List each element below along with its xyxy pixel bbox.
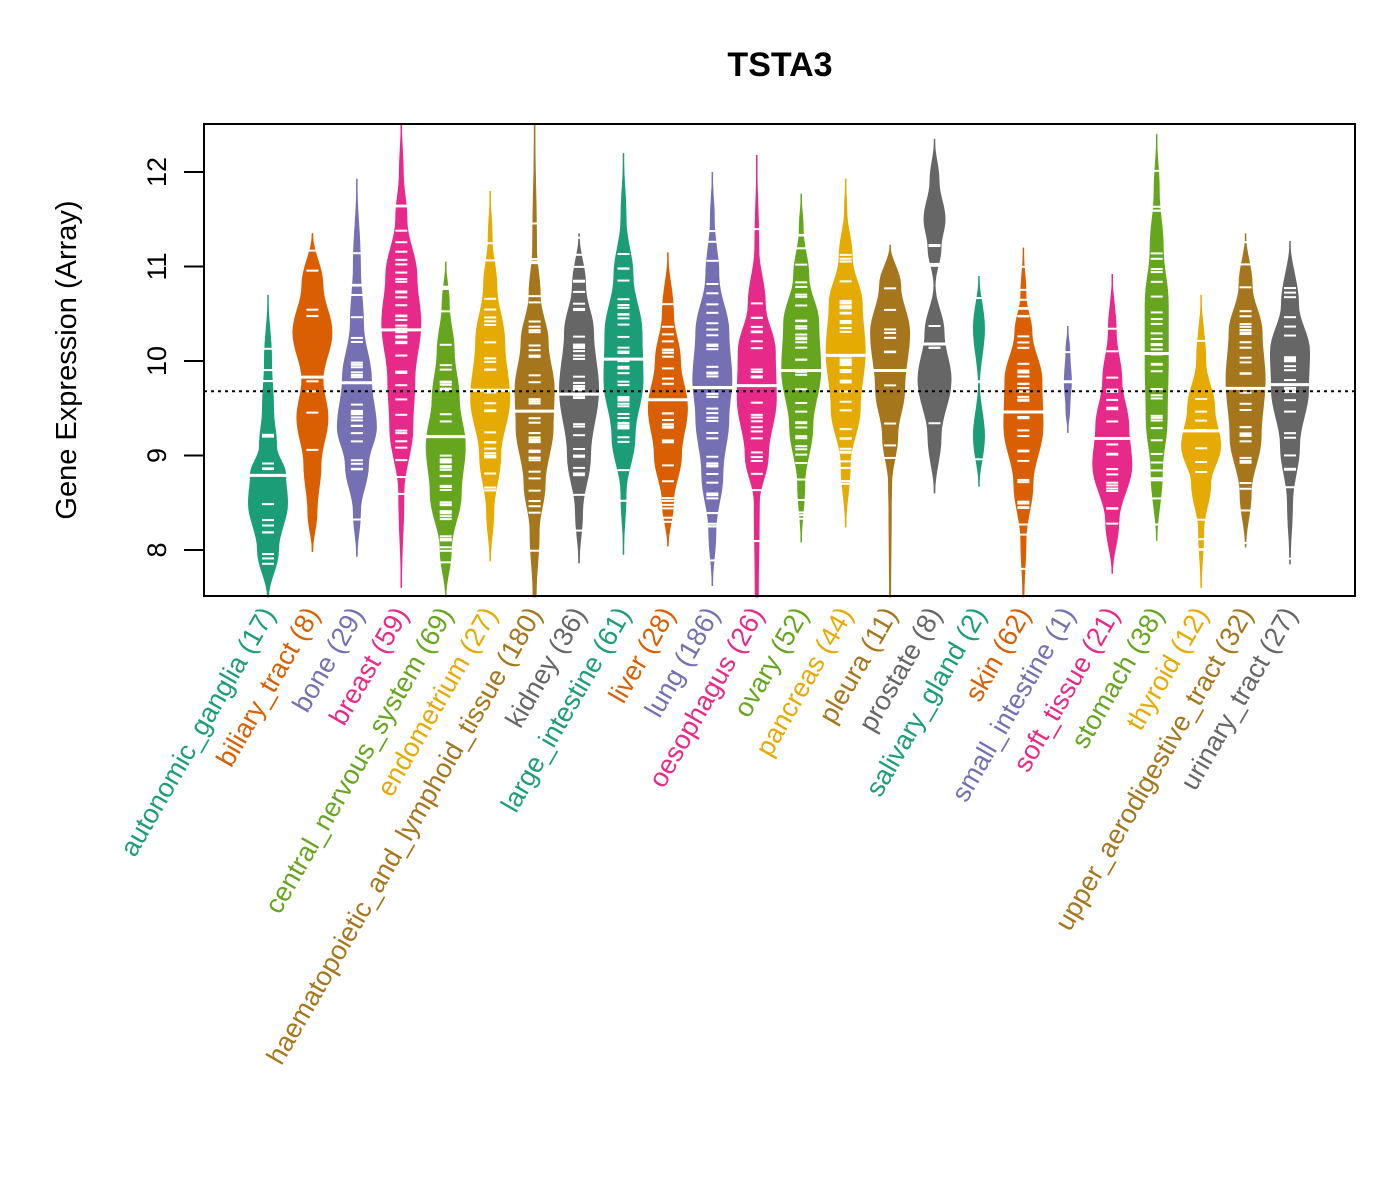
y-tick-label: 9 (142, 448, 172, 463)
violin-autonomic-ganglia (247, 294, 289, 598)
plot-frame (203, 123, 1356, 597)
violins-layer (247, 124, 1312, 598)
violin-body (1270, 241, 1310, 565)
violin-ovary (779, 193, 824, 543)
violin-body (425, 261, 466, 598)
violin-haematopoietic-and-lymphoid-tissue (513, 124, 557, 598)
y-tick-label: 11 (142, 252, 172, 280)
violin-liver (647, 252, 689, 547)
violin-prostate (917, 138, 952, 494)
violin-body (917, 138, 952, 494)
violin-central-nervous-system (424, 261, 467, 598)
violin-breast (380, 124, 423, 588)
violin-body (781, 193, 822, 543)
violin-body (692, 172, 733, 586)
violin-body (292, 233, 333, 552)
x-axis-labels: autonomic_ganglia (17)biliary_tract (8)b… (114, 602, 1303, 1069)
violin-kidney (557, 233, 601, 564)
violin-body (825, 178, 866, 528)
y-tick-label: 10 (142, 346, 172, 376)
violin-large-intestine (601, 153, 646, 555)
y-axis: 8 9 10 11 12 (142, 157, 204, 558)
violin-thyroid (1181, 294, 1222, 588)
violin-biliary-tract (292, 233, 333, 552)
violin-salivary-gland (970, 275, 987, 487)
y-tick-label: 12 (142, 157, 172, 187)
violin-body (1144, 134, 1169, 541)
violin-body (1092, 274, 1133, 574)
violin-body (1003, 247, 1044, 598)
violin-body (514, 124, 555, 598)
violin-endometrium (468, 190, 512, 562)
violin-pleura (870, 244, 911, 598)
violin-body (1063, 326, 1072, 433)
violin-body (1181, 294, 1222, 588)
violin-body (248, 294, 288, 598)
violin-body (870, 244, 911, 598)
violin-stomach (1142, 134, 1171, 541)
violin-lung (690, 172, 734, 586)
violin-upper-aerodigestive-tract (1224, 233, 1267, 548)
violin-body (470, 190, 511, 562)
violin-skin (1001, 247, 1046, 598)
violin-pancreas (823, 178, 868, 528)
chart-title: TSTA3 (727, 46, 832, 84)
violin-urinary-tract (1268, 240, 1312, 565)
violin-soft-tissue (1092, 274, 1133, 574)
violin-body (1225, 233, 1266, 548)
y-axis-label: Gene Expression (Array) (51, 200, 83, 519)
violin-bone (336, 178, 377, 557)
violin-small-intestine (1059, 326, 1076, 433)
y-tick-label: 8 (142, 542, 172, 557)
violin-oesophagus (735, 154, 779, 598)
